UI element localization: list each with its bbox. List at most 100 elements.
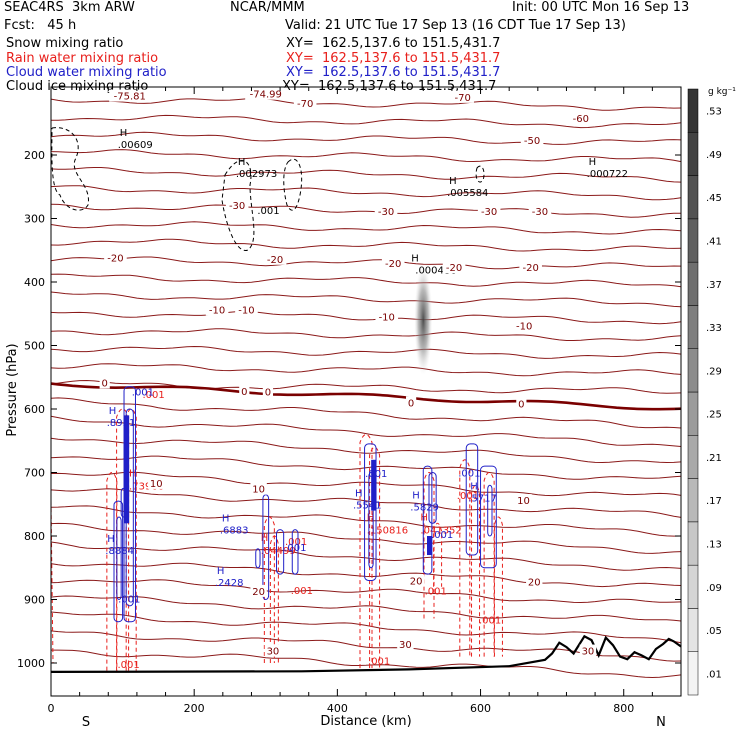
isotherm-line <box>50 291 682 308</box>
isotherm-label-bg <box>250 482 267 495</box>
cloud-water-contour <box>465 443 479 556</box>
cloud-ice-contour <box>221 160 255 251</box>
y-tick-label: 400 <box>24 276 45 289</box>
rain-max-marker: H <box>420 512 428 523</box>
cloud-water-contour <box>113 500 124 623</box>
ice-max-value: .00609 <box>118 140 153 151</box>
cloud-water-contour-label: .001 <box>431 530 453 541</box>
cloud-water-contour-label: .001 <box>458 468 480 479</box>
isotherm-label-bg <box>512 319 536 332</box>
isotherm-label: -20 <box>385 259 401 270</box>
colorbar-level-label: .13 <box>706 540 722 551</box>
isotherm-label: -20 <box>522 263 538 274</box>
rain-max-value: .041352 <box>420 525 461 536</box>
isotherm-line <box>50 149 682 163</box>
cloud-water-max-marker: H <box>107 534 115 545</box>
x-tick-label: 600 <box>470 702 491 715</box>
isotherm-line <box>50 562 682 588</box>
x-tick-label: 800 <box>613 702 634 715</box>
rain-water-contour <box>359 433 373 669</box>
snow-shading <box>414 265 433 376</box>
ice-max-value: .005584 <box>447 188 488 199</box>
rain-max-marker: H <box>261 533 269 544</box>
cloud-water-core <box>427 536 432 556</box>
colorbar-level-label: .17 <box>706 496 722 507</box>
rain-contour-label: .001 <box>285 537 307 548</box>
y-tick-label: 600 <box>24 403 45 416</box>
isotherm-label: -50 <box>524 136 540 147</box>
cloud-water-max-value: .5717 <box>468 494 497 505</box>
cloud-water-core <box>124 415 130 524</box>
isotherm-label-bg <box>263 252 287 265</box>
rain-contour-label: .001 <box>425 586 447 597</box>
rain-max-value: .150816 <box>367 525 408 536</box>
isotherm-label: 30 <box>399 640 412 651</box>
isotherm-label: -20 <box>267 255 283 266</box>
rain-max-marker: H <box>367 512 375 523</box>
ice-max-value: .001 <box>257 206 279 217</box>
isotherm-label-bg <box>397 638 414 651</box>
ice-max-value: .002973 <box>236 169 277 180</box>
colorbar-level-label: .37 <box>706 280 722 291</box>
isotherm-label-bg <box>225 198 249 211</box>
isotherm-line <box>50 488 682 518</box>
isotherm-line <box>50 505 682 537</box>
isotherm-label-bg <box>239 384 250 397</box>
ice-max-marker: H <box>238 157 246 168</box>
x-tick-label: 0 <box>48 702 55 715</box>
model-title: SEAC4RS 3km ARW <box>4 0 135 15</box>
y-tick-label: 800 <box>24 530 45 543</box>
colorbar: .01 .05 .09 .13 .17 .21 .25 .29 .33 .37 .41 .45 .49.… <box>687 88 722 696</box>
isotherm-label: -20 <box>446 263 462 274</box>
isotherm-label-bg <box>579 644 597 657</box>
freezing-level-line <box>50 382 682 411</box>
isotherm-label: 30 <box>582 647 595 658</box>
cloud-water-contour-label: .001 <box>284 543 306 554</box>
cloud-water-max-marker: H <box>222 513 230 524</box>
rain-water-contour <box>269 535 279 663</box>
x-tick-label: 400 <box>327 702 348 715</box>
y-tick-label: 900 <box>24 594 45 607</box>
isotherm-label-bg <box>528 205 552 218</box>
rain-max-value: .04499 <box>261 546 296 557</box>
isotherm-label-bg <box>148 476 165 489</box>
colorbar-level-label: .21 <box>706 453 722 464</box>
isotherm-label: 0 <box>518 400 524 411</box>
valid-time: Valid: 21 UTC Tue 17 Sep 13 (16 CDT Tue … <box>285 18 626 33</box>
colorbar-swatch <box>687 521 699 566</box>
isotherm-label-bg <box>516 397 527 410</box>
isotherm-label-bg <box>245 87 287 100</box>
isotherm-label-bg <box>99 376 110 389</box>
colorbar-level-label: .33 <box>706 323 722 334</box>
rain-water-contour <box>423 472 435 619</box>
field-xy-cloud-water: XY= 162.5,137.6 to 151.5,431.7 <box>286 65 501 80</box>
rain-water-contour <box>50 501 54 664</box>
rain-water-contour <box>369 446 381 669</box>
rain-contour-label: .001 <box>457 491 479 502</box>
cloud-water-contour <box>480 465 497 569</box>
rain-water-contour <box>483 472 495 657</box>
isotherm-line <box>50 98 682 111</box>
cloud-water-max-value: .2428 <box>215 578 244 589</box>
isotherm-label: -10 <box>209 306 225 317</box>
field-name-snow: Snow mixing ratio <box>6 36 124 51</box>
terrain-profile <box>50 634 682 673</box>
cloud-water-contour <box>428 472 437 524</box>
colorbar-unit: g kg⁻¹ <box>708 87 736 97</box>
init-time: Init: 00 UTC Mon 16 Sep 13 <box>512 0 690 15</box>
rain-contour-label: .001 <box>368 656 390 667</box>
y-tick-label: 300 <box>24 213 45 226</box>
isotherm-label-bg <box>477 205 501 218</box>
rain-water-contour <box>433 522 443 587</box>
cloud-water-contour <box>368 472 374 569</box>
cloud-water-max-marker: H <box>217 566 225 577</box>
colorbar-level-label: .09 <box>706 583 722 594</box>
cloud-ice-contour <box>283 158 303 211</box>
rain-contour-label: .001 <box>291 586 313 597</box>
colorbar-swatch <box>687 478 699 523</box>
y-axis-label: Pressure (hPa) <box>5 343 20 436</box>
colorbar-level-label: .49 <box>706 150 722 161</box>
isotherm-label: 20 <box>410 577 423 588</box>
isotherm-label: 0 <box>265 387 271 398</box>
